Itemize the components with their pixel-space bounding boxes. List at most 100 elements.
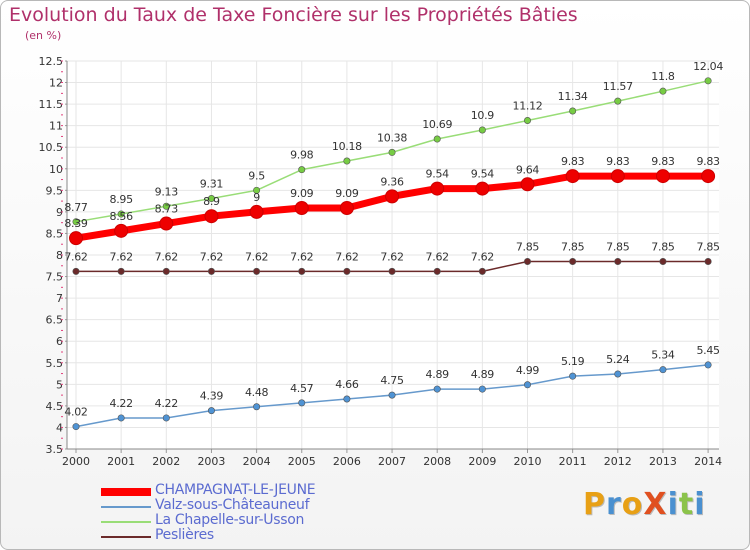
data-label: 4.89	[471, 368, 495, 381]
data-point	[162, 414, 170, 422]
x-tick-label: 2010	[514, 455, 542, 468]
data-label: 9.54	[471, 168, 495, 181]
data-point	[659, 87, 667, 95]
data-label: 10.38	[377, 131, 407, 144]
data-label: 8.95	[110, 193, 134, 206]
x-tick-label: 2011	[559, 455, 587, 468]
data-point	[701, 169, 716, 184]
y-tick-label: 9	[56, 206, 63, 219]
data-label: 9.5	[248, 169, 265, 182]
x-tick-label: 2008	[423, 455, 451, 468]
data-point	[117, 210, 125, 218]
data-label: 4.75	[380, 374, 404, 387]
data-label: 9.54	[426, 168, 450, 181]
data-point	[339, 201, 354, 216]
data-label: 5.45	[696, 344, 720, 357]
data-point	[704, 257, 712, 265]
data-label: 9.83	[561, 155, 585, 168]
data-label: 10.18	[332, 140, 362, 153]
logo-letter: i	[667, 487, 679, 522]
logo-letter: P	[583, 487, 606, 522]
legend-label: Valz-sous-Châteauneuf	[155, 497, 310, 513]
legend-swatch	[101, 506, 151, 508]
data-label: 9.98	[290, 149, 314, 162]
data-point	[433, 267, 441, 275]
data-label: 7.85	[696, 240, 720, 253]
data-point	[72, 267, 80, 275]
unit-label: (en %)	[25, 29, 62, 42]
data-point	[207, 267, 215, 275]
y-tick-label: 4.5	[46, 400, 64, 413]
data-label: 9.09	[290, 187, 314, 200]
data-point	[433, 385, 441, 393]
legend-swatch	[101, 488, 151, 496]
legend-swatch	[101, 521, 151, 523]
data-label: 11.57	[603, 80, 633, 93]
logo-letter: r	[606, 487, 622, 522]
data-label: 8.56	[110, 210, 134, 223]
y-tick-label: 5	[56, 378, 63, 391]
data-point	[475, 181, 490, 196]
y-tick-label: 11.5	[39, 98, 64, 111]
data-label: 8.9	[203, 195, 220, 208]
data-point	[388, 267, 396, 275]
data-point	[72, 423, 80, 431]
proxiti-logo: ProXiti	[583, 487, 706, 522]
data-label: 9.09	[335, 187, 359, 200]
data-point	[253, 267, 261, 275]
data-point	[565, 169, 580, 184]
data-point	[207, 195, 215, 203]
data-point	[614, 257, 622, 265]
data-label: 7.62	[200, 250, 223, 263]
data-label: 9.36	[380, 175, 404, 188]
data-point	[162, 202, 170, 210]
data-label: 11.8	[651, 70, 675, 83]
y-tick-label: 12	[49, 77, 63, 90]
data-point	[69, 231, 83, 246]
data-label: 12.04	[693, 60, 723, 73]
data-label: 9.31	[200, 178, 223, 191]
y-tick-label: 9.5	[46, 184, 64, 197]
legend-swatch	[101, 536, 151, 538]
x-axis: 2000 2001 2002 2003 2004 2005 2006 2007 2008 2009…	[62, 448, 722, 468]
data-label: 5.19	[561, 355, 585, 368]
data-point	[478, 267, 486, 275]
data-label: 10.9	[471, 109, 495, 122]
y-tick-label: 6	[56, 335, 63, 348]
data-label: 7.85	[651, 240, 675, 253]
data-point	[433, 135, 441, 143]
data-point	[523, 116, 531, 124]
data-label: 7.62	[426, 250, 449, 263]
y-axis: 3.5 4 4.5 5 5.5 6 6.5 7 7.5 8 8.5 9 9.5 10 10.5 11 11.5 1…	[39, 55, 68, 456]
y-tick-label: 8.5	[46, 227, 64, 240]
data-label: 7.62	[64, 250, 87, 263]
data-label: 4.99	[516, 364, 540, 377]
logo-letter: X	[643, 487, 668, 522]
data-point	[294, 201, 309, 216]
data-label: 9.83	[651, 155, 675, 168]
chart-title: Evolution du Taux de Taxe Foncière sur l…	[9, 4, 578, 26]
y-tick-label: 8	[56, 249, 63, 262]
x-tick-label: 2002	[152, 455, 180, 468]
data-point	[569, 107, 577, 115]
data-point	[114, 223, 129, 238]
x-tick-label: 2001	[107, 455, 135, 468]
x-tick-label: 2000	[62, 455, 90, 468]
legend-label: CHAMPAGNAT-LE-JEUNE	[155, 482, 316, 498]
legend-label: La Chapelle-sur-Usson	[155, 512, 305, 528]
data-point	[253, 403, 261, 411]
data-point	[298, 399, 306, 407]
data-label: 11.34	[558, 90, 588, 103]
data-point	[704, 77, 712, 85]
x-tick-label: 2006	[333, 455, 361, 468]
x-tick-label: 2007	[378, 455, 406, 468]
x-tick-label: 2013	[649, 455, 677, 468]
data-point	[249, 204, 264, 219]
data-point	[343, 157, 351, 165]
data-point	[704, 361, 712, 369]
data-label: 7.62	[380, 250, 403, 263]
x-tick-label: 2014	[694, 455, 722, 468]
data-point	[117, 267, 125, 275]
